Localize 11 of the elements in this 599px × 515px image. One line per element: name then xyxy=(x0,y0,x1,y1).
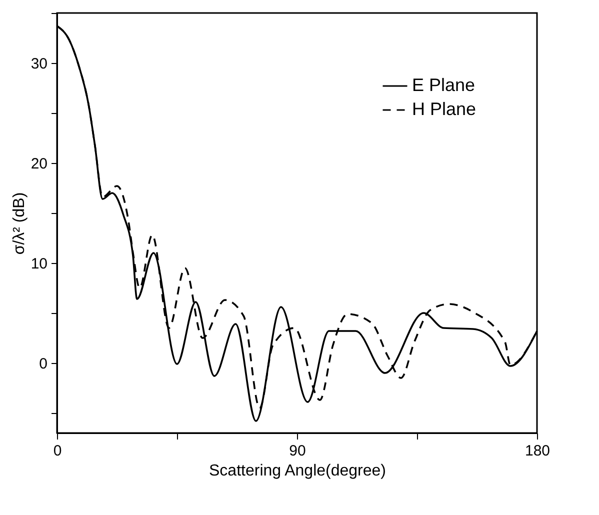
y-tick-label: 0 xyxy=(39,356,48,372)
legend-label: E Plane xyxy=(412,75,476,95)
legend-label: H Plane xyxy=(412,99,476,119)
y-tick-label: 20 xyxy=(30,156,48,172)
x-axis-title: Scattering Angle(degree) xyxy=(209,462,386,480)
x-tick-label: 0 xyxy=(53,442,62,460)
y-axis-title: σ/λ² (dB) xyxy=(10,192,28,255)
x-tick-label: 180 xyxy=(524,442,550,460)
y-tick-label: 10 xyxy=(30,256,48,272)
x-tick-label: 90 xyxy=(289,442,306,460)
y-tick-label: 30 xyxy=(30,56,48,72)
